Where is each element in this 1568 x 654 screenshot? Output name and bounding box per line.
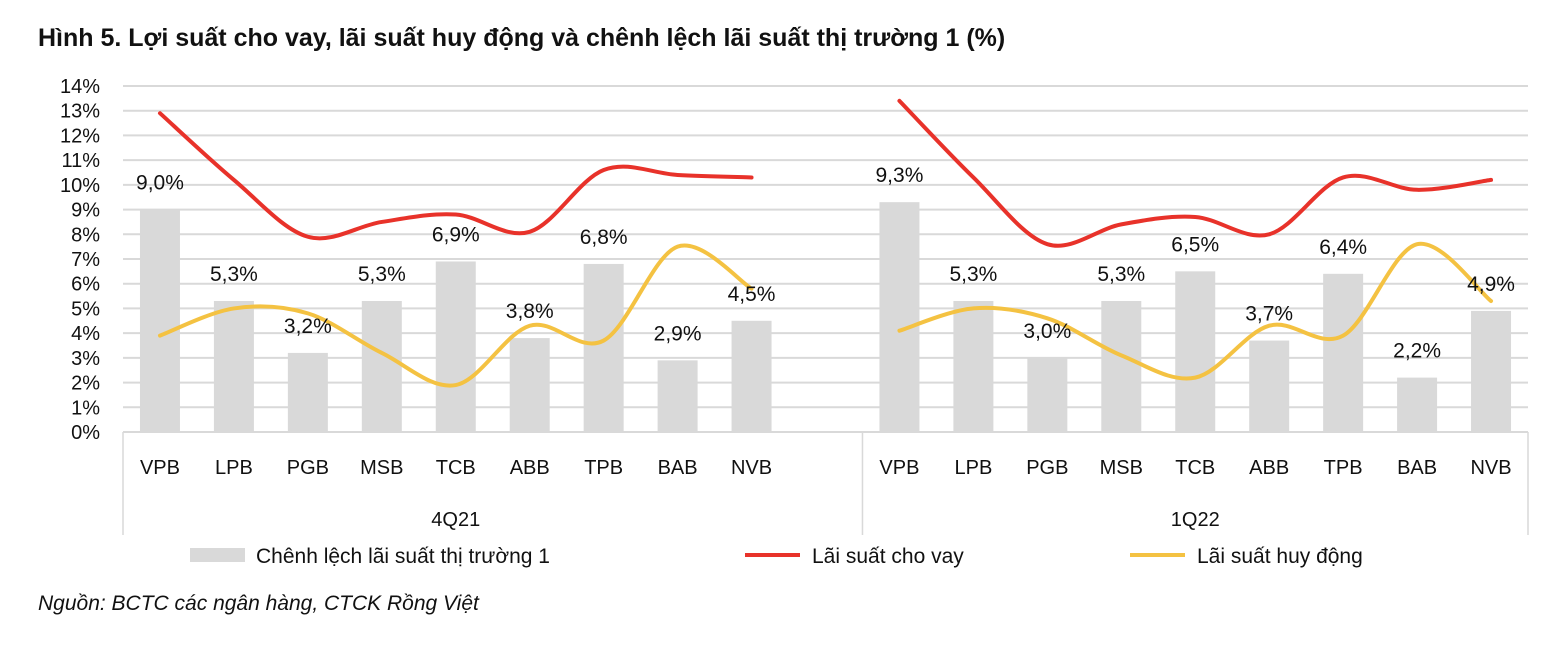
legend-swatch-spread	[190, 548, 245, 562]
x-tick-label: NVB	[731, 457, 772, 479]
bar-spread-4Q21-MSB	[361, 301, 402, 432]
x-tick-label: TCB	[1175, 457, 1215, 479]
y-tick-label: 14%	[60, 76, 100, 98]
legend-label-deposit: Lãi suất huy động	[1197, 545, 1363, 568]
x-tick-label: LPB	[954, 457, 992, 479]
data-label: 5,3%	[358, 263, 406, 286]
source-note: Nguồn: BCTC các ngân hàng, CTCK Rồng Việ…	[38, 592, 479, 615]
y-tick-label: 11%	[61, 150, 100, 172]
data-label: 9,0%	[136, 172, 184, 195]
bar-spread-1Q22-LPB	[953, 301, 994, 432]
x-tick-label: BAB	[658, 457, 698, 479]
data-label: 2,9%	[654, 322, 702, 345]
bar-spread-1Q22-TPB	[1323, 273, 1364, 432]
bar-spread-4Q21-ABB	[509, 338, 550, 432]
data-label: 3,8%	[506, 300, 554, 323]
y-tick-label: 5%	[71, 298, 100, 320]
data-label: 3,7%	[1245, 303, 1293, 326]
data-label: 6,9%	[432, 223, 480, 246]
y-tick-label: 3%	[71, 348, 100, 370]
y-tick-label: 4%	[71, 323, 100, 345]
x-tick-label: PGB	[1026, 457, 1068, 479]
line-deposit-1Q22	[897, 241, 1494, 381]
y-tick-label: 0%	[71, 422, 100, 444]
x-tick-label: VPB	[140, 457, 180, 479]
bar-spread-1Q22-TCB	[1175, 271, 1216, 432]
y-tick-label: 13%	[60, 101, 100, 123]
y-tick-label: 8%	[71, 224, 100, 246]
data-label: 9,3%	[876, 164, 924, 187]
bar-spread-4Q21-NVB	[731, 320, 772, 432]
bar-spread-1Q22-ABB	[1249, 340, 1290, 432]
y-tick-label: 6%	[71, 274, 100, 296]
x-tick-label: TPB	[584, 457, 623, 479]
line-lending-1Q22	[897, 98, 1494, 248]
data-label: 3,2%	[284, 315, 332, 338]
bar-spread-1Q22-NVB	[1471, 310, 1512, 432]
chart-title: Hình 5. Lợi suất cho vay, lãi suất huy đ…	[38, 24, 1006, 52]
legend-label-spread: Chênh lệch lãi suất thị trường 1	[256, 545, 550, 568]
x-tick-label: LPB	[215, 457, 253, 479]
y-tick-label: 10%	[60, 175, 100, 197]
bar-spread-4Q21-LPB	[213, 301, 254, 432]
data-label: 6,8%	[580, 226, 628, 249]
data-label: 2,2%	[1393, 340, 1441, 363]
x-tick-label: MSB	[360, 457, 403, 479]
data-label: 4,5%	[728, 283, 776, 306]
x-tick-label: NVB	[1470, 457, 1511, 479]
group-label-1Q22: 1Q22	[1171, 509, 1220, 531]
y-tick-label: 2%	[71, 373, 100, 395]
bar-spread-1Q22-VPB	[879, 202, 920, 432]
y-tick-label: 7%	[71, 249, 100, 271]
data-label: 6,4%	[1319, 236, 1367, 259]
bar-spread-4Q21-TCB	[435, 261, 476, 432]
data-label: 3,0%	[1023, 320, 1071, 343]
bar-spread-1Q22-PGB	[1027, 357, 1068, 432]
bar-spread-4Q21-BAB	[657, 360, 698, 432]
bar-spread-4Q21-VPB	[139, 209, 180, 432]
x-tick-label: PGB	[287, 457, 329, 479]
x-tick-label: MSB	[1100, 457, 1143, 479]
line-deposit-4Q21	[157, 243, 754, 388]
data-label: 5,3%	[949, 263, 997, 286]
x-tick-label: ABB	[510, 457, 550, 479]
data-label: 6,5%	[1171, 233, 1219, 256]
data-label: 5,3%	[210, 263, 258, 286]
line-lending-4Q21	[157, 111, 754, 241]
x-tick-label: TCB	[436, 457, 476, 479]
x-tick-label: ABB	[1249, 457, 1289, 479]
x-tick-label: VPB	[879, 457, 919, 479]
x-tick-label: TPB	[1324, 457, 1363, 479]
bar-spread-1Q22-MSB	[1101, 301, 1142, 432]
data-label: 4,9%	[1467, 273, 1515, 296]
group-label-4Q21: 4Q21	[431, 509, 480, 531]
y-tick-label: 12%	[60, 125, 100, 147]
bar-spread-1Q22-BAB	[1397, 377, 1438, 432]
y-tick-label: 1%	[71, 397, 100, 419]
bar-spread-4Q21-TPB	[583, 263, 624, 432]
x-tick-label: BAB	[1397, 457, 1437, 479]
bar-spread-4Q21-PGB	[287, 352, 328, 432]
legend-label-lending: Lãi suất cho vay	[812, 545, 964, 568]
y-tick-label: 9%	[71, 200, 100, 222]
data-label: 5,3%	[1097, 263, 1145, 286]
